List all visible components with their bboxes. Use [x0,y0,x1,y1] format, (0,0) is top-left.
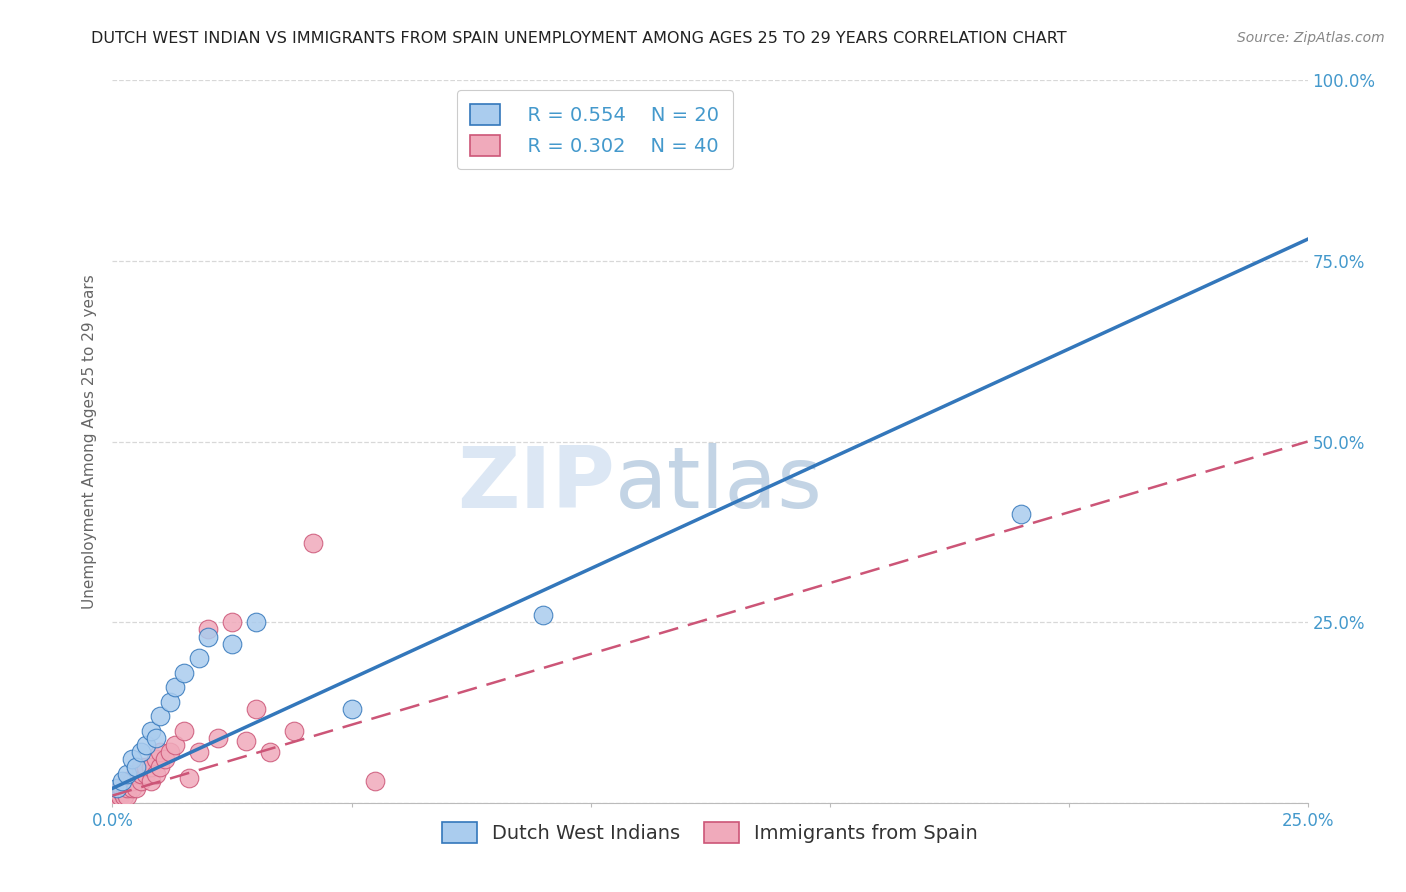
Point [159,745,181,759]
Point [221,615,243,630]
Point [187,745,209,759]
Point [105,785,128,799]
Text: DUTCH WEST INDIAN VS IMMIGRANTS FROM SPAIN UNEMPLOYMENT AMONG AGES 25 TO 29 YEAR: DUTCH WEST INDIAN VS IMMIGRANTS FROM SPA… [91,31,1067,46]
Point [139,774,162,789]
Point [283,723,305,738]
Point [149,760,172,774]
Point [125,760,148,774]
Point [245,702,267,716]
Point [149,709,172,723]
Legend: Dutch West Indians, Immigrants from Spain: Dutch West Indians, Immigrants from Spai… [434,814,986,851]
Point [153,752,176,766]
Point [115,789,138,803]
Point [221,637,243,651]
Point [111,774,134,789]
Text: ZIP: ZIP [457,443,614,526]
Point [121,774,143,789]
Point [135,760,157,774]
Point [259,745,281,759]
Point [159,695,181,709]
Point [187,651,209,665]
Point [145,752,167,766]
Point [115,767,138,781]
Point [163,680,186,694]
Point [105,792,128,806]
Point [364,774,387,789]
Point [163,738,186,752]
Point [531,607,554,622]
Point [139,760,162,774]
Point [104,789,127,803]
Point [173,723,195,738]
Point [129,745,152,759]
Point [129,774,152,789]
Point [173,665,195,680]
Point [245,615,267,630]
Point [121,752,143,766]
Point [111,785,134,799]
Point [302,535,325,549]
Point [108,789,131,803]
Point [207,731,229,745]
Point [135,738,157,752]
Point [115,781,138,796]
Point [129,767,152,781]
Point [145,731,167,745]
Point [111,781,134,796]
Text: atlas: atlas [614,443,823,526]
Point [125,781,148,796]
Y-axis label: Unemployment Among Ages 25 to 29 years: Unemployment Among Ages 25 to 29 years [82,274,97,609]
Point [1010,507,1032,521]
Point [105,781,128,796]
Point [135,767,157,781]
Point [125,767,148,781]
Point [197,623,219,637]
Point [129,760,152,774]
Point [139,723,162,738]
Point [121,781,143,796]
Point [235,734,257,748]
Point [340,702,363,716]
Point [114,789,135,803]
Point [177,771,200,785]
Text: Source: ZipAtlas.com: Source: ZipAtlas.com [1237,31,1385,45]
Point [145,767,167,781]
Point [197,630,219,644]
Point [115,774,138,789]
Point [149,745,172,759]
